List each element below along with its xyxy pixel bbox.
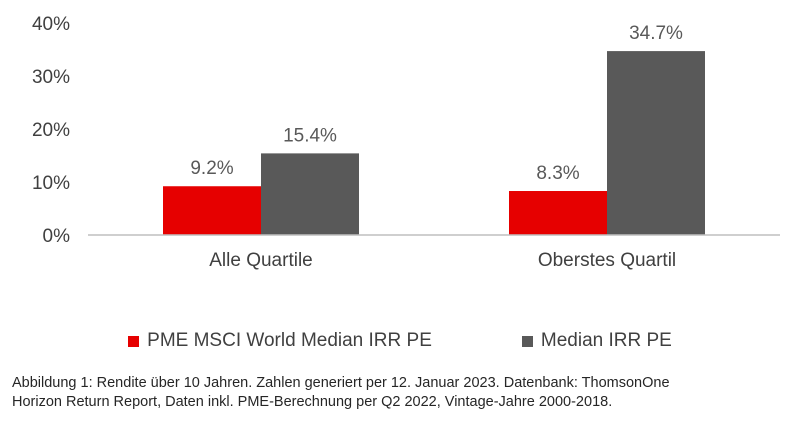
x-category-label: Alle Quartile: [209, 250, 313, 271]
data-label: 34.7%: [629, 23, 683, 44]
bar-median-0: [261, 153, 359, 235]
y-tick-label: 0%: [43, 226, 71, 247]
legend-swatch-pme: [128, 335, 140, 347]
caption-line-2: Horizon Return Report, Daten inkl. PME-B…: [12, 394, 613, 410]
legend-swatch-median: [521, 335, 533, 347]
bar-median-1: [607, 51, 705, 236]
x-axis: Alle Quartile Oberstes Quartil: [209, 250, 676, 271]
x-category-label: Oberstes Quartil: [538, 250, 676, 271]
bar-chart: 0% 10% 20% 30% 40% 9.2% 15.4% 8.3% 34.7% Alle Q…: [32, 14, 780, 271]
data-label: 9.2%: [190, 158, 233, 179]
data-label: 8.3%: [536, 163, 579, 184]
y-tick-label: 20%: [32, 120, 70, 141]
bars: [163, 51, 705, 236]
y-tick-label: 10%: [32, 173, 70, 194]
figure-caption: Abbildung 1: Rendite über 10 Jahren. Zah…: [12, 374, 792, 412]
data-label: 15.4%: [283, 125, 337, 146]
bar-pme-0: [163, 186, 261, 235]
legend-label-median: Median IRR PE: [540, 330, 672, 351]
y-tick-label: 40%: [32, 14, 70, 35]
legend-item-median: Median IRR PE: [521, 330, 672, 352]
legend-label-pme: PME MSCI World Median IRR PE: [147, 330, 432, 351]
y-axis: 0% 10% 20% 30% 40%: [32, 14, 70, 247]
legend: PME MSCI World Median IRR PE Median IRR …: [0, 330, 800, 352]
data-labels: 9.2% 15.4% 8.3% 34.7%: [190, 23, 683, 184]
bar-pme-1: [509, 191, 607, 235]
y-tick-label: 30%: [32, 67, 70, 88]
caption-line-1: Abbildung 1: Rendite über 10 Jahren. Zah…: [12, 375, 670, 391]
legend-item-pme: PME MSCI World Median IRR PE: [128, 330, 432, 352]
